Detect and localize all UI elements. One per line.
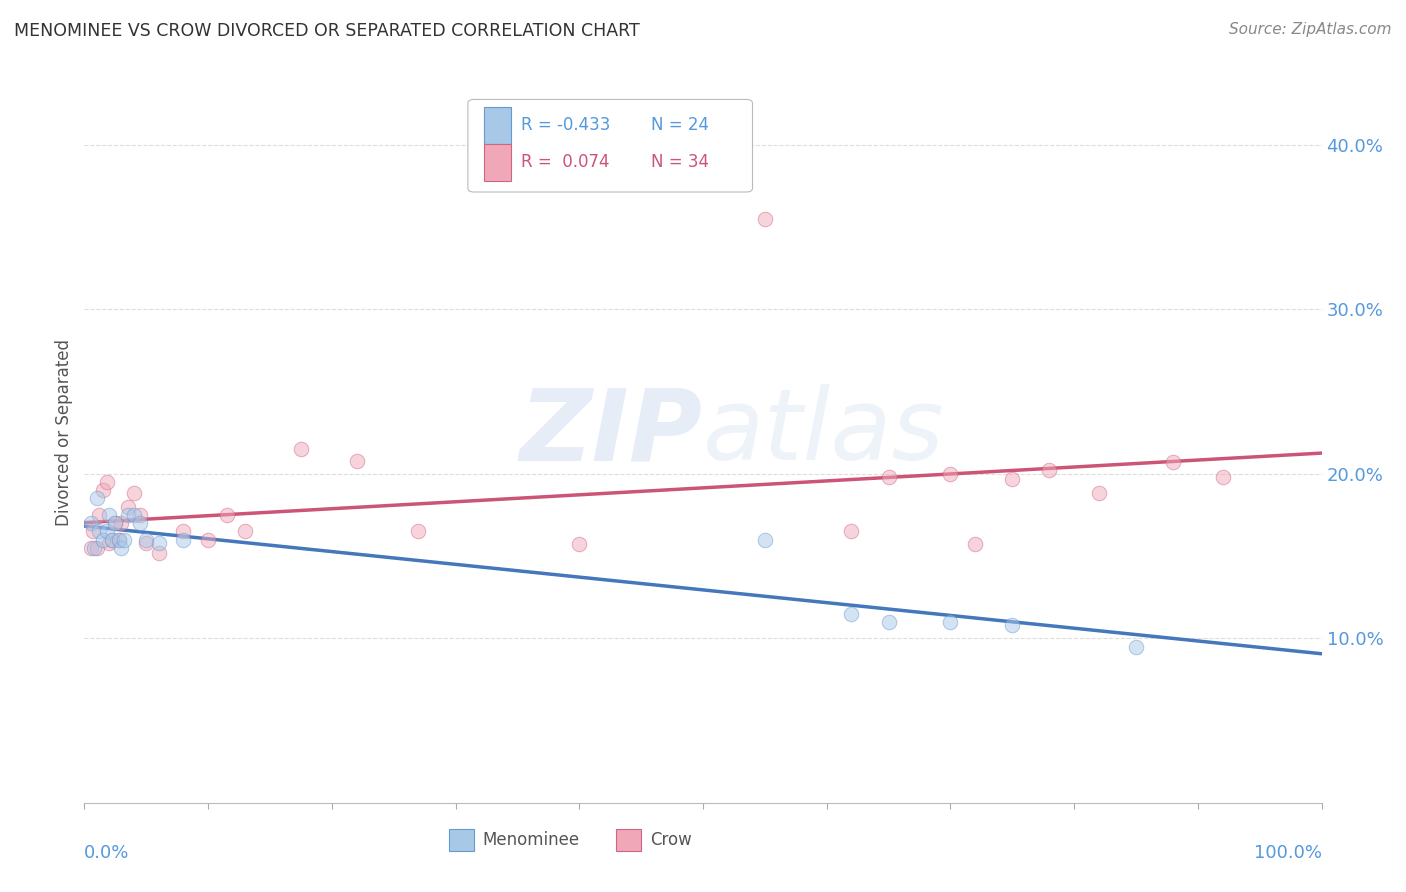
- Point: [98, 508, 121, 522]
- Text: N = 34: N = 34: [651, 153, 709, 171]
- Point: [1001, 472, 1024, 486]
- FancyBboxPatch shape: [484, 144, 512, 181]
- Point: [877, 615, 900, 629]
- Point: [754, 533, 776, 547]
- Point: [122, 508, 145, 522]
- Point: [89, 524, 111, 539]
- Point: [1088, 486, 1111, 500]
- Text: 0.0%: 0.0%: [84, 844, 129, 862]
- Point: [86, 491, 108, 506]
- Point: [112, 533, 135, 547]
- Text: Source: ZipAtlas.com: Source: ZipAtlas.com: [1229, 22, 1392, 37]
- Point: [233, 524, 256, 539]
- Point: [117, 508, 139, 522]
- Text: atlas: atlas: [703, 384, 945, 481]
- FancyBboxPatch shape: [484, 107, 512, 144]
- Point: [110, 541, 132, 555]
- Point: [110, 516, 132, 530]
- FancyBboxPatch shape: [450, 829, 474, 851]
- Text: R =  0.074: R = 0.074: [522, 153, 610, 171]
- Point: [148, 546, 170, 560]
- Text: MENOMINEE VS CROW DIVORCED OR SEPARATED CORRELATION CHART: MENOMINEE VS CROW DIVORCED OR SEPARATED …: [14, 22, 640, 40]
- Point: [568, 537, 591, 551]
- Point: [1161, 455, 1184, 469]
- Point: [1125, 640, 1147, 654]
- FancyBboxPatch shape: [468, 99, 752, 192]
- Point: [290, 442, 312, 456]
- Point: [197, 533, 219, 547]
- Point: [82, 524, 104, 539]
- Point: [79, 516, 101, 530]
- Point: [841, 524, 863, 539]
- Point: [754, 211, 776, 226]
- Point: [1212, 470, 1234, 484]
- Point: [100, 533, 122, 547]
- Point: [1038, 463, 1060, 477]
- Point: [86, 541, 108, 555]
- Point: [96, 524, 118, 539]
- Text: ZIP: ZIP: [520, 384, 703, 481]
- Point: [89, 508, 111, 522]
- Point: [96, 475, 118, 489]
- Point: [98, 536, 121, 550]
- Point: [122, 486, 145, 500]
- Point: [172, 524, 194, 539]
- Point: [939, 615, 962, 629]
- Point: [148, 536, 170, 550]
- Point: [129, 508, 152, 522]
- Point: [91, 533, 114, 547]
- Point: [215, 508, 238, 522]
- Point: [877, 470, 900, 484]
- Point: [108, 533, 131, 547]
- Point: [104, 516, 127, 530]
- Point: [117, 500, 139, 514]
- Point: [104, 516, 127, 530]
- FancyBboxPatch shape: [616, 829, 641, 851]
- Text: R = -0.433: R = -0.433: [522, 116, 610, 135]
- Point: [79, 541, 101, 555]
- Point: [91, 483, 114, 498]
- Point: [83, 541, 105, 555]
- Point: [1001, 618, 1024, 632]
- Point: [108, 533, 131, 547]
- Point: [841, 607, 863, 621]
- Text: Menominee: Menominee: [482, 830, 579, 849]
- Y-axis label: Divorced or Separated: Divorced or Separated: [55, 339, 73, 526]
- Point: [172, 533, 194, 547]
- Point: [346, 453, 368, 467]
- Point: [135, 536, 157, 550]
- Point: [135, 533, 157, 547]
- Point: [408, 524, 430, 539]
- Text: 100.0%: 100.0%: [1254, 844, 1322, 862]
- Point: [129, 516, 152, 530]
- Point: [939, 467, 962, 481]
- Point: [965, 537, 987, 551]
- Point: [100, 533, 122, 547]
- Text: Crow: Crow: [650, 830, 692, 849]
- Text: N = 24: N = 24: [651, 116, 709, 135]
